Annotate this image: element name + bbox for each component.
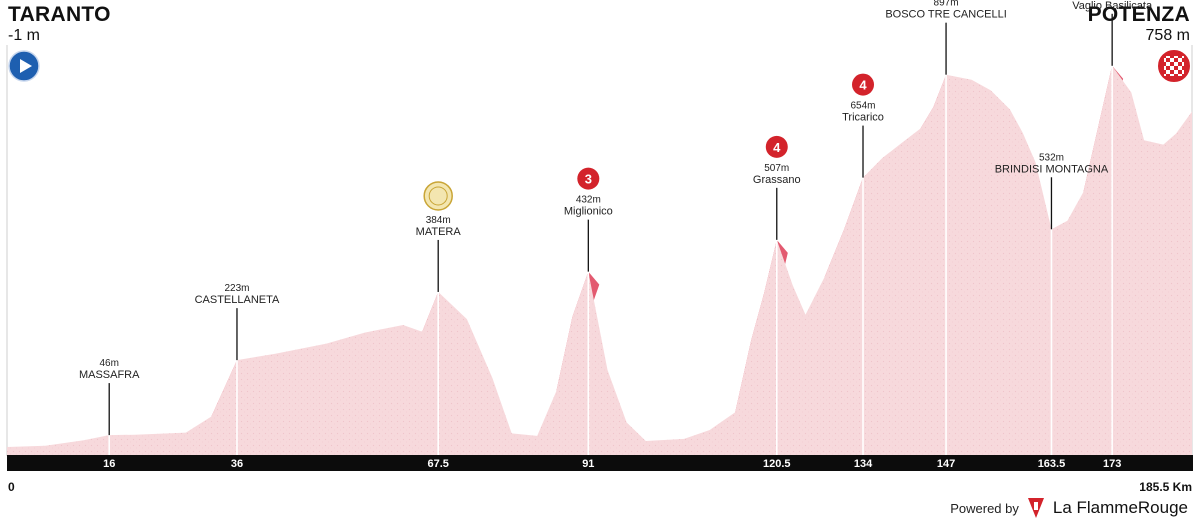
km-tick-label: 147: [937, 458, 955, 470]
kom-badge: [852, 73, 875, 96]
flamme-rouge-logo-icon: [1027, 498, 1044, 518]
marker-altitude: 46m: [99, 358, 118, 369]
marker-name: Grassano: [753, 174, 801, 186]
kom-badge: [577, 167, 600, 190]
kom-badge-label: 3: [585, 172, 592, 187]
km-tick-label: 67.5: [427, 458, 448, 470]
marker-name: Tricarico: [842, 112, 884, 124]
marker-altitude: 897m: [934, 0, 959, 9]
marker-name: MASSAFRA: [79, 369, 140, 381]
km-tick-label: 91: [582, 458, 594, 470]
finish-altitude: 758 m: [1145, 27, 1190, 44]
axis-start-label: 0: [8, 480, 15, 494]
powered-by-label: Powered by: [950, 500, 1019, 516]
powered-by: Powered by La FlammeRouge: [950, 497, 1188, 519]
medal-ring-icon: [428, 186, 448, 206]
marker-altitude: 654m: [851, 101, 876, 112]
marker-name: Miglionico: [564, 206, 613, 218]
kom-badge-label: 4: [859, 78, 867, 93]
km-tick-label: 36: [231, 458, 243, 470]
marker-altitude: 532m: [1039, 152, 1064, 163]
marker-altitude: 384m: [426, 215, 451, 226]
marker-altitude: 507m: [764, 163, 789, 174]
start-altitude: -1 m: [8, 27, 40, 44]
marker-altitude: 432m: [576, 195, 601, 206]
kom-badge: [765, 135, 788, 158]
km-tick-label: 134: [854, 458, 873, 470]
marker-name: BRINDISI MONTAGNA: [995, 163, 1109, 175]
marker-name: Vaglio Basilicata: [1072, 0, 1153, 12]
kom-badge-label: 4: [773, 140, 781, 155]
km-tick-label: 173: [1103, 458, 1121, 470]
km-tick-label: 120.5: [763, 458, 791, 470]
marker-name: BOSCO TRE CANCELLI: [885, 9, 1006, 21]
checkered-flag-icon: [1158, 50, 1190, 82]
play-icon: [8, 50, 40, 82]
finish-name: POTENZA: [1087, 3, 1190, 26]
marker-name: MATERA: [416, 226, 462, 238]
km-tick-label: 16: [103, 458, 115, 470]
medal-icon: [423, 181, 453, 211]
km-tick-label: 163.5: [1038, 458, 1066, 470]
start-name: TARANTO: [8, 3, 111, 26]
axis-end-label: 185.5 Km: [1139, 480, 1192, 494]
km-axis-bar: [7, 455, 1193, 471]
brand-name: La FlammeRouge: [1052, 498, 1188, 517]
marker-altitude: 223m: [224, 283, 249, 294]
profile-area: [7, 65, 1192, 456]
marker-name: CASTELLANETA: [195, 294, 280, 306]
